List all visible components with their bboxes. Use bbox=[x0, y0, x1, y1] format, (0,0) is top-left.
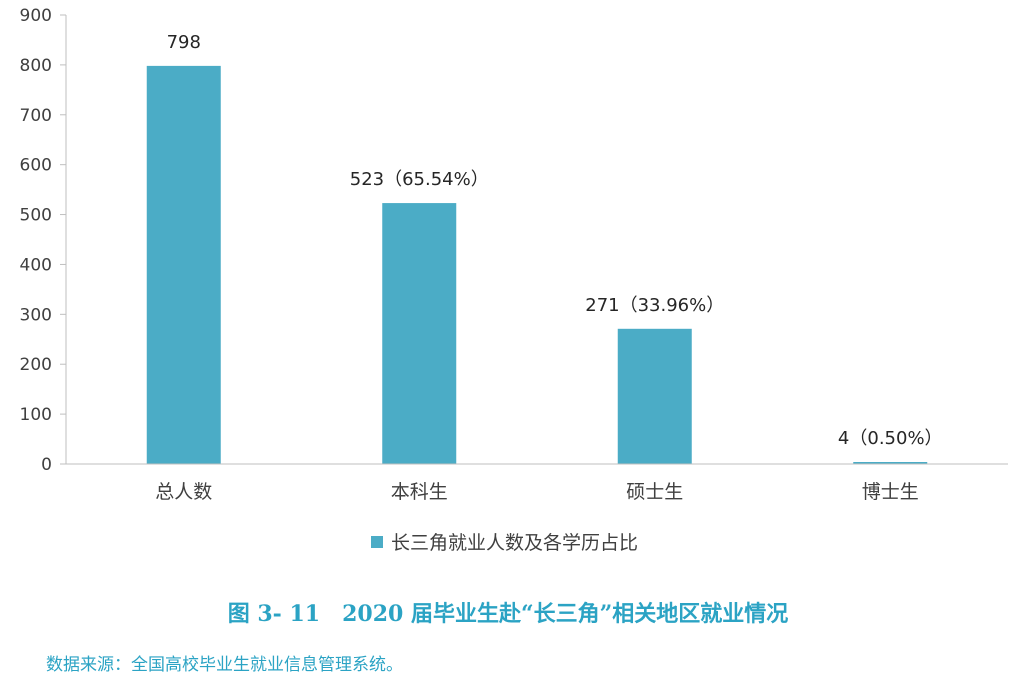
y-tick-label: 900 bbox=[20, 6, 52, 26]
data-label: 271（33.96%） bbox=[585, 295, 724, 316]
bar-chart: 0 100 200 300 400 500 600 700 800 900 798 523（65.5… bbox=[20, 6, 1008, 554]
x-category-label: 硕士生 bbox=[626, 481, 683, 503]
legend-swatch bbox=[371, 536, 383, 548]
bar bbox=[146, 65, 221, 465]
y-tick-label: 500 bbox=[20, 206, 52, 226]
y-axis: 0 100 200 300 400 500 600 700 800 900 bbox=[20, 6, 67, 475]
y-tick-label: 600 bbox=[20, 156, 52, 176]
data-label: 798 bbox=[167, 32, 201, 53]
y-tick-label: 400 bbox=[20, 255, 52, 275]
bars bbox=[146, 65, 928, 465]
legend: 长三角就业人数及各学历占比 bbox=[371, 532, 638, 554]
y-tick-label: 100 bbox=[20, 405, 52, 425]
y-tick-label: 200 bbox=[20, 355, 52, 375]
y-tick-label: 0 bbox=[41, 455, 52, 475]
x-axis: 总人数 本科生 硕士生 博士生 bbox=[66, 463, 1008, 503]
y-tick-label: 300 bbox=[20, 305, 52, 325]
figure-caption: 图 3- 11 2020 届毕业生赴“长三角”相关地区就业情况 bbox=[227, 601, 789, 627]
y-tick-label: 700 bbox=[20, 106, 52, 126]
data-label: 4（0.50%） bbox=[838, 428, 943, 449]
data-label: 523（65.54%） bbox=[350, 169, 489, 190]
data-labels: 798 523（65.54%） 271（33.96%） 4（0.50%） bbox=[167, 32, 943, 449]
legend-label: 长三角就业人数及各学历占比 bbox=[391, 532, 638, 554]
bar bbox=[853, 462, 928, 464]
x-category-label: 博士生 bbox=[862, 481, 919, 503]
x-category-label: 总人数 bbox=[155, 481, 212, 503]
bar bbox=[382, 203, 457, 464]
bar bbox=[617, 328, 692, 464]
data-source-note: 数据来源：全国高校毕业生就业信息管理系统。 bbox=[46, 655, 403, 675]
x-category-label: 本科生 bbox=[391, 481, 448, 503]
y-tick-label: 800 bbox=[20, 56, 52, 76]
